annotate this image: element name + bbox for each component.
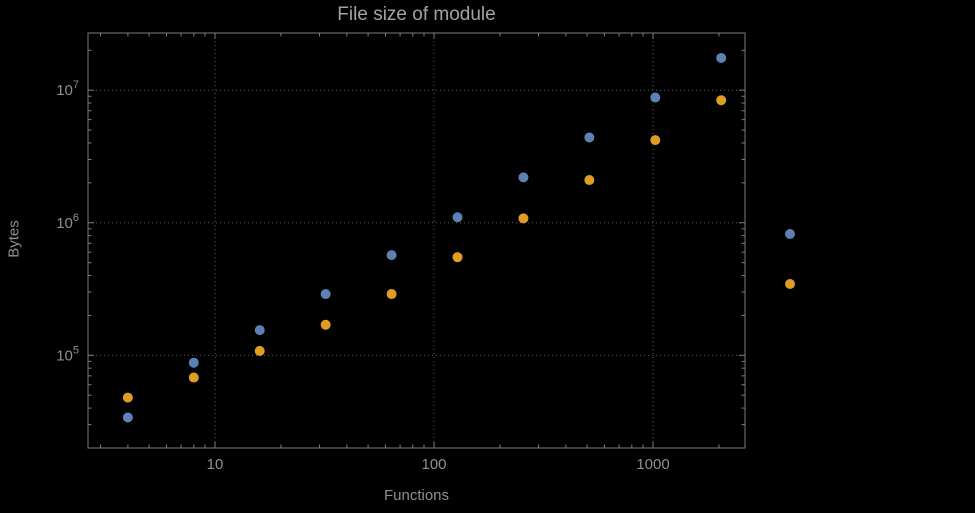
- chart-title: File size of module: [337, 4, 496, 25]
- legend-marker-icon: [785, 279, 795, 289]
- plot-frame: [87, 32, 746, 449]
- data-point: [254, 345, 265, 356]
- data-point: [254, 325, 265, 336]
- data-point: [716, 95, 727, 106]
- data-point: [188, 372, 199, 383]
- data-point: [650, 135, 661, 146]
- data-point: [584, 132, 595, 143]
- data-point: [320, 289, 331, 300]
- data-point: [386, 250, 397, 261]
- x-tick-label: 10: [207, 456, 224, 473]
- data-point: [320, 319, 331, 330]
- data-point: [122, 412, 133, 423]
- data-point: [452, 212, 463, 223]
- y-tick-label: 106: [56, 212, 79, 232]
- y-tick-label: 107: [56, 79, 79, 99]
- data-point: [584, 175, 595, 186]
- y-tick-label: 105: [56, 344, 79, 364]
- data-point: [518, 213, 529, 224]
- data-point: [650, 92, 661, 103]
- x-axis-label: Functions: [383, 487, 450, 504]
- legend-marker-icon: [785, 229, 795, 239]
- data-point: [122, 392, 133, 403]
- data-point: [716, 52, 727, 63]
- data-point: [452, 252, 463, 263]
- data-point: [518, 172, 529, 183]
- data-point: [386, 289, 397, 300]
- data-point: [188, 357, 199, 368]
- x-tick-label: 100: [422, 456, 447, 473]
- x-tick-label: 1000: [636, 456, 669, 473]
